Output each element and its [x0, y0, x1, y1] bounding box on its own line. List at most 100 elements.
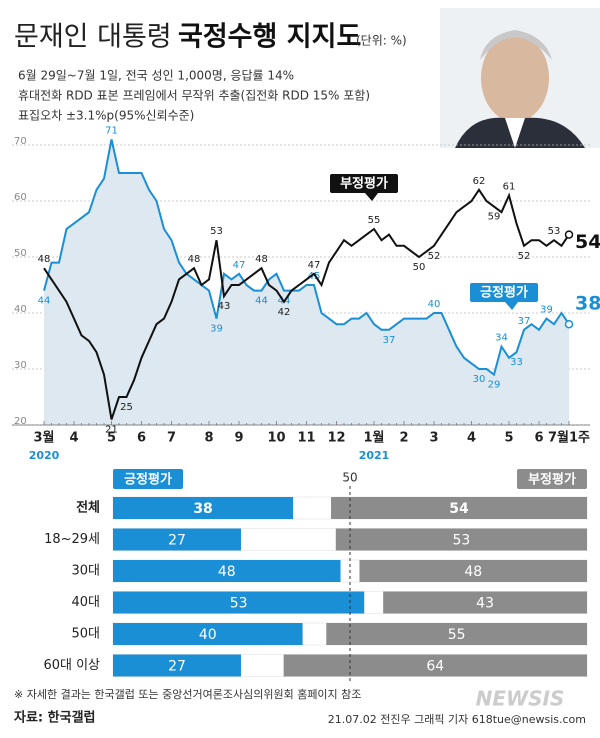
bar [359, 560, 587, 582]
data-label: 44 [255, 296, 268, 307]
note: 6월 29일~7월 1일, 전국 성인 1,000명, 응답률 14% [18, 69, 294, 83]
source: 자료: 한국갤럽 [14, 710, 96, 726]
year-label: 2020 [29, 449, 60, 462]
data-label: 37 [383, 335, 396, 346]
x-tick-label: 5 [504, 431, 513, 446]
bar [113, 560, 341, 582]
y-tick-label: 50 [14, 248, 27, 259]
year-label: 2021 [359, 449, 390, 462]
data-label: 71 [105, 125, 118, 136]
x-tick-label: 9 [234, 431, 243, 446]
category-label: 18~29세 [44, 532, 100, 547]
bar [383, 591, 587, 614]
x-tick-label: 1월 [363, 430, 384, 446]
data-label: 50 [413, 262, 426, 273]
data-label: 39 [540, 305, 553, 316]
x-tick-label: 3 [429, 431, 438, 446]
legend-label: 긍정평가 [124, 472, 172, 488]
data-label: 21 [105, 424, 118, 435]
legend-label: 부정평가 [340, 176, 388, 192]
data-label: 33 [510, 357, 523, 368]
bar-value: 48 [464, 564, 482, 580]
data-label: 59 [488, 212, 501, 223]
bar [113, 591, 365, 614]
data-label: 42 [278, 307, 291, 318]
category-label: 60대 이상 [43, 658, 100, 673]
y-tick-label: 60 [14, 192, 27, 203]
data-label: 48 [38, 254, 51, 265]
footnote: ※ 자세한 결과는 한국갤럽 또는 중앙선거여론조사심의위원회 홈페이지 참조 [14, 687, 361, 701]
category-label: 전체 [76, 500, 100, 516]
x-tick-label: 7월1주 [548, 430, 590, 446]
bar-value: 64 [426, 659, 444, 675]
logo: NEWSIS [476, 687, 565, 711]
data-label: 37 [518, 316, 531, 327]
legend-pointer [365, 193, 378, 201]
bar [335, 528, 587, 551]
data-label: 62 [473, 176, 486, 187]
end-marker [564, 230, 574, 239]
x-tick-label: 4 [467, 431, 476, 446]
legend-pointer [505, 302, 518, 310]
legend-label: 부정평가 [528, 472, 576, 488]
data-label: 53 [210, 226, 223, 237]
x-tick-label: 7 [167, 431, 176, 446]
bar [113, 654, 241, 677]
data-label: 30 [473, 374, 486, 385]
bar [113, 528, 241, 551]
data-label: 48 [255, 254, 268, 265]
end-label: 38 [575, 293, 600, 315]
x-tick-label: 5 [107, 431, 116, 446]
area [44, 139, 569, 425]
bar-value: 55 [448, 627, 466, 643]
x-tick-label: 2 [399, 431, 408, 446]
bar-value: 40 [199, 627, 217, 643]
data-label: 44 [38, 296, 51, 307]
x-tick-label: 10 [267, 431, 285, 446]
bar-value: 43 [476, 596, 494, 612]
title-bold: 국정수행 지지도 [178, 22, 361, 53]
data-label: 43 [218, 301, 231, 312]
data-label: 40 [428, 299, 441, 310]
data-label: 34 [495, 333, 508, 344]
reference-label: 50 [342, 471, 357, 485]
data-label: 39 [210, 324, 223, 335]
data-label: 45 [308, 271, 321, 282]
end-label: 54 [575, 231, 600, 253]
bar [326, 623, 587, 645]
category-label: 40대 [71, 595, 100, 610]
portrait [440, 8, 600, 148]
data-label: 61 [503, 181, 516, 192]
data-label: 25 [120, 402, 133, 413]
bar-value: 38 [193, 501, 212, 517]
x-tick-label: 4 [69, 431, 78, 446]
bar-value: 54 [449, 501, 469, 517]
bar-value: 53 [230, 596, 248, 612]
bar [113, 623, 303, 645]
data-label: 48 [188, 254, 201, 265]
y-tick-label: 30 [14, 360, 27, 371]
category-label: 30대 [71, 564, 100, 579]
bar-value: 27 [168, 533, 186, 549]
end-marker [564, 319, 574, 329]
x-tick-label: 11 [297, 431, 315, 446]
x-tick-label: 3월 [33, 430, 54, 446]
series-line [43, 188, 570, 420]
y-tick-label: 40 [14, 304, 27, 315]
data-label: 52 [518, 251, 531, 262]
x-tick-label: 8 [204, 431, 213, 446]
legend-box [470, 283, 538, 302]
y-tick-label: 70 [14, 136, 27, 147]
unit: (단위: %) [356, 34, 407, 48]
bar-value: 53 [452, 533, 470, 549]
data-label: 55 [368, 215, 381, 226]
bar [283, 654, 587, 677]
x-tick-label: 6 [137, 431, 146, 446]
note: 표집오차 ±3.1%p(95%신뢰수준) [18, 109, 194, 123]
title-light: 문재인 대통령 [14, 22, 172, 53]
data-label: 47 [233, 260, 246, 271]
x-tick-label: 6 [534, 431, 543, 446]
bar-value: 48 [218, 564, 236, 580]
data-label: 47 [308, 260, 321, 271]
